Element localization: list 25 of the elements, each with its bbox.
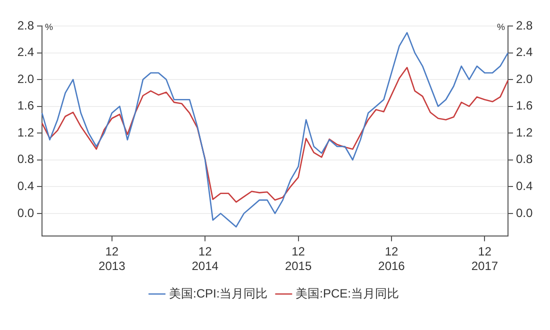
y2-tick-label: 0.4 <box>516 178 534 193</box>
x-tick-label: 12 2015 <box>284 244 312 274</box>
y-tick-label: 2.0 <box>17 72 34 86</box>
y2-tick-label: 2.4 <box>516 45 534 60</box>
y-tick-label: 1.2 <box>17 125 34 140</box>
x-tick-label: 12 2014 <box>192 244 219 274</box>
x-tick-label: 12 2016 <box>378 244 406 274</box>
y-tick-label: 0.4 <box>17 178 34 193</box>
y-axis-title: % <box>45 22 54 32</box>
y-tick-label: 0.8 <box>17 152 34 166</box>
y2-tick-label: 0.8 <box>516 152 534 166</box>
y2-tick-label: 1.2 <box>516 125 534 140</box>
y-tick-label: 2.8 <box>17 18 34 32</box>
y-tick-label: 2.4 <box>17 45 34 60</box>
x-tick-label: 12 2013 <box>98 244 126 274</box>
y2-tick-label: 0.0 <box>516 206 534 220</box>
y2-tick-label: 2.8 <box>516 18 534 32</box>
y2-axis-title: % <box>496 22 505 32</box>
y-tick-label: 0.0 <box>17 206 34 220</box>
y2-tick-label: 1.6 <box>516 98 534 113</box>
x-tick-label: 12 2017 <box>471 244 498 274</box>
legend-label: 美国:PCE:当月同比 <box>296 286 400 300</box>
legend-label: 美国:CPI:当月同比 <box>168 286 268 300</box>
y2-tick-label: 2.0 <box>516 72 534 86</box>
y-tick-label: 1.6 <box>17 98 34 113</box>
